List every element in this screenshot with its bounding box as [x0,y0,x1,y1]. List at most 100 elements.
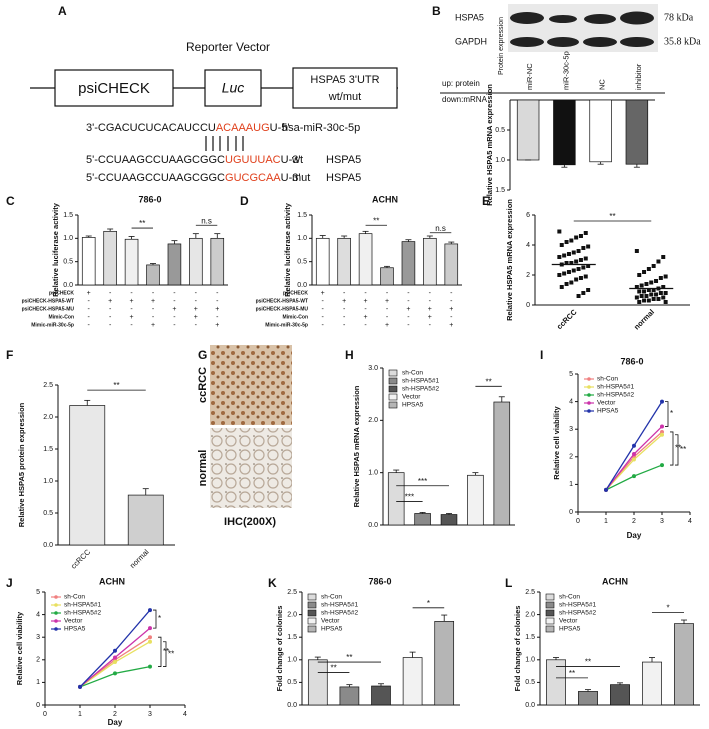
dot [559,285,564,289]
legend-label: sh-HSPA5#2 [64,610,101,617]
significance-label: ** [139,219,145,228]
legend-swatch [545,601,555,609]
bar [307,659,328,706]
table-cell: - [152,290,155,297]
y-tick-label: 2 [36,657,40,664]
data-point [113,648,117,653]
y-tick-label: 4 [526,242,530,249]
gene-label: HSPA5 [326,154,361,166]
panel-letter: J [6,576,13,590]
y-tick-label: 1.0 [287,657,297,664]
table-row-label: psiCHECK-HSPA5-MU [256,306,309,312]
y-tick-label: 1 [569,481,573,488]
y-tick-label: 3 [36,634,40,641]
bar [578,691,598,706]
y-axis-label: Relative HSPA5 mRNA expression [505,199,514,321]
table-cell: - [109,290,112,297]
dot [562,253,567,258]
table-cell: - [429,290,432,297]
table-cell: - [386,290,389,297]
bar [337,237,351,286]
panel-letter: E [482,194,490,208]
legend-swatch [54,619,58,623]
legend-label: sh-HSPA5#1 [559,602,596,609]
dot [644,294,649,298]
legend-label: Vector [64,618,83,625]
table-row-label: Mimic-miR-30c-5p [265,322,308,328]
legend-label: sh-Con [559,594,580,601]
table-cell: - [429,322,432,329]
significance-label: ** [680,445,686,454]
dot [581,291,586,295]
ihc-caption: IHC(200X) [224,516,276,528]
legend-label: sh-HSPA5#1 [597,384,634,391]
y-tick-label: 0.0 [63,282,73,289]
data-point [660,424,664,429]
table-cell: - [130,290,133,297]
table-cell: - [364,290,367,297]
dot [649,280,654,285]
seq-part: U-5' [270,122,290,134]
vector-box-label: psiCHECK [78,80,150,97]
legend-swatch [545,593,555,601]
dot [583,256,588,261]
dot [581,246,586,250]
significance-label: * [670,409,673,418]
table-cell: + [215,306,219,313]
y-tick-label: 1.5 [525,634,535,641]
series-line [605,434,663,491]
chart-title: ACHN [372,194,398,204]
panel-letter: I [540,348,543,362]
vector-box [54,69,174,107]
table-cell: - [407,290,410,297]
bar [589,99,612,163]
legend-swatch [307,625,317,633]
dot [578,258,583,262]
y-tick-label: 2.0 [287,611,297,618]
dot [651,264,656,268]
table-cell: - [364,322,367,329]
table-cell: + [87,290,91,297]
bar [339,686,360,706]
dot [661,295,666,300]
data-point [148,639,152,644]
y-tick-label: 2.0 [43,414,53,421]
panel-letter: F [6,348,13,362]
table-cell: - [216,298,219,305]
reporter-title: Reporter Vector [186,40,270,54]
dot [642,270,647,274]
table-cell: - [173,298,176,305]
vector-box [292,67,398,109]
significance-label: * [666,603,669,612]
data-point [113,660,117,665]
table-cell: - [88,322,91,329]
bar [380,267,394,286]
dot [581,265,586,270]
legend-swatch [388,393,398,401]
dot [586,244,591,249]
ihc-row-label: ccRCC [197,367,209,403]
y-tick-label: 0 [526,302,530,309]
significance-label: ** [485,377,491,386]
bar [423,237,437,286]
wt-sequence: 5'-CCUAAGCCUAAGCGGCUGUUUACU-3' [86,154,300,166]
significance-bracket [665,401,669,427]
data-point [660,463,664,468]
blot-bands [510,11,654,47]
x-tick-label: 1 [78,711,82,718]
table-cell: + [215,322,219,329]
bar [402,657,423,706]
seq-part: 3'-CGACUCUCACAUCCU [86,122,216,134]
legend-swatch [388,377,398,385]
significance-label: *** [418,477,427,486]
dot [574,277,579,282]
y-tick-label: 2.5 [287,589,297,596]
y-tick-label: 1.0 [43,478,53,485]
y-tick-label: 0 [36,702,40,709]
data-point [78,684,82,689]
legend-swatch [545,625,555,633]
table-cell: - [173,322,176,329]
y-axis-label: Fold change of colonies [275,606,284,692]
mirna-label: hsa-miR-30c-5p [282,122,360,134]
